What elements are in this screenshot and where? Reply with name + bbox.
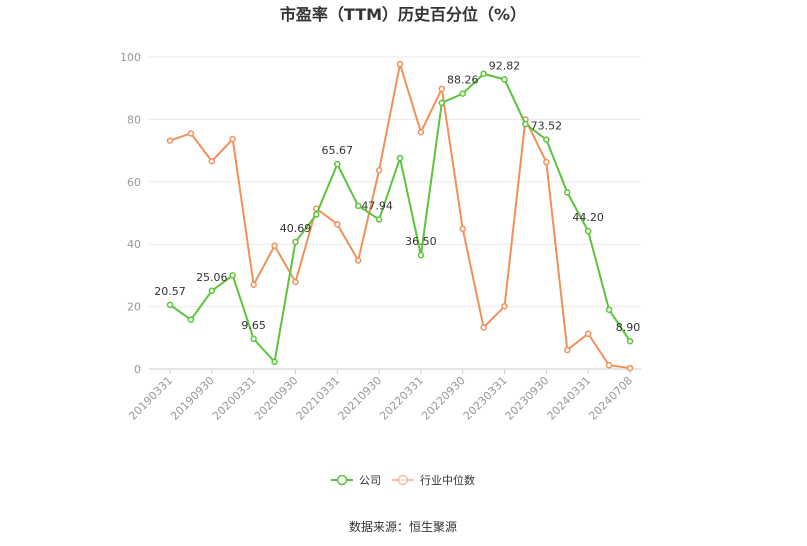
data-point <box>605 362 613 369</box>
data-point <box>605 306 613 313</box>
legend-label: 行业中位数 <box>420 473 475 487</box>
data-point <box>480 70 487 78</box>
y-tick-label: 40 <box>127 238 141 251</box>
data-point <box>564 346 571 354</box>
data-label: 92.82 <box>489 59 521 72</box>
x-tick-label: 20190930 <box>168 374 217 423</box>
x-tick-label: 20230930 <box>503 374 552 423</box>
data-point <box>438 99 446 107</box>
data-label: 88.26 <box>447 74 479 87</box>
data-point <box>543 136 550 143</box>
data-point <box>396 60 404 68</box>
data-point <box>271 358 278 366</box>
legend-label: 公司 <box>359 474 381 487</box>
data-labels: 20.57 25.06 9.65 40.69 65.67 47.94 36.50 88.26 9… <box>154 59 640 334</box>
x-tick-label: 20200331 <box>210 374 259 423</box>
data-point <box>564 189 571 196</box>
y-axis: 0 20 40 60 80 100 <box>120 51 141 376</box>
legend-marker <box>336 474 348 486</box>
data-point <box>480 324 487 331</box>
data-point <box>208 287 216 295</box>
source-note: 数据来源：恒生聚源 <box>349 519 457 534</box>
legend-marker <box>397 474 409 486</box>
data-point <box>501 76 508 83</box>
data-label: 44.20 <box>572 211 604 224</box>
data-label: 25.06 <box>196 271 228 284</box>
data-label: 65.67 <box>322 144 354 157</box>
data-point <box>292 238 299 246</box>
x-tick-label: 20220930 <box>419 374 468 423</box>
data-label: 40.69 <box>280 222 312 235</box>
series-line-1 <box>169 63 631 370</box>
x-tick-label: 20210930 <box>335 374 384 423</box>
series-line-0 <box>169 72 631 365</box>
data-point <box>229 135 236 143</box>
x-tick-label: 20240708 <box>586 374 635 423</box>
data-point <box>166 137 174 144</box>
data-label: 9.65 <box>241 319 266 332</box>
x-tick-label: 20210331 <box>294 374 343 423</box>
series-lines <box>166 60 634 372</box>
data-label: 8.90 <box>616 321 641 334</box>
data-point <box>313 211 320 218</box>
data-point <box>417 251 425 259</box>
data-point <box>417 128 425 136</box>
legend[interactable]: 公司 行业中位数 <box>331 473 475 487</box>
data-point <box>396 154 404 162</box>
data-point <box>250 281 257 289</box>
data-point <box>187 130 195 137</box>
data-point <box>354 202 362 210</box>
data-point <box>229 272 236 279</box>
data-point <box>292 278 299 286</box>
data-label: 36.50 <box>405 235 437 248</box>
data-point <box>438 85 446 93</box>
x-tick-label: 20240331 <box>545 374 594 423</box>
data-point <box>187 316 195 323</box>
data-point <box>250 335 257 343</box>
data-point <box>522 120 529 128</box>
data-label: 20.57 <box>154 285 186 298</box>
data-point <box>354 257 362 264</box>
data-point <box>626 364 634 372</box>
data-label: 73.52 <box>531 120 563 133</box>
data-point <box>166 301 174 309</box>
data-point <box>334 220 341 228</box>
data-point <box>375 216 383 223</box>
legend-item-0[interactable]: 公司 <box>331 474 381 487</box>
data-point <box>501 303 508 310</box>
y-tick-label: 60 <box>127 176 141 189</box>
x-axis: 2019033120190930202003312020093020210331… <box>126 369 635 423</box>
data-point <box>208 157 216 165</box>
y-tick-label: 20 <box>127 301 141 314</box>
y-tick-label: 100 <box>120 51 141 64</box>
data-point <box>459 225 466 233</box>
data-label: 47.94 <box>361 199 393 212</box>
y-tick-label: 0 <box>134 363 141 376</box>
grid <box>149 56 641 370</box>
data-point <box>543 158 550 166</box>
y-tick-label: 80 <box>127 113 141 126</box>
data-point <box>584 330 592 337</box>
x-tick-label: 20190331 <box>126 374 175 423</box>
data-point <box>459 90 466 97</box>
legend-item-1[interactable]: 行业中位数 <box>392 473 475 487</box>
data-point <box>584 227 592 235</box>
data-point <box>626 337 634 345</box>
chart-title: 市盈率（TTM）历史百分位（%） <box>280 5 526 24</box>
x-tick-label: 20230331 <box>461 374 510 423</box>
x-tick-label: 20200930 <box>252 374 301 423</box>
data-point <box>375 167 383 174</box>
data-point <box>334 160 341 168</box>
data-point <box>271 242 278 250</box>
x-tick-label: 20220331 <box>377 374 426 423</box>
